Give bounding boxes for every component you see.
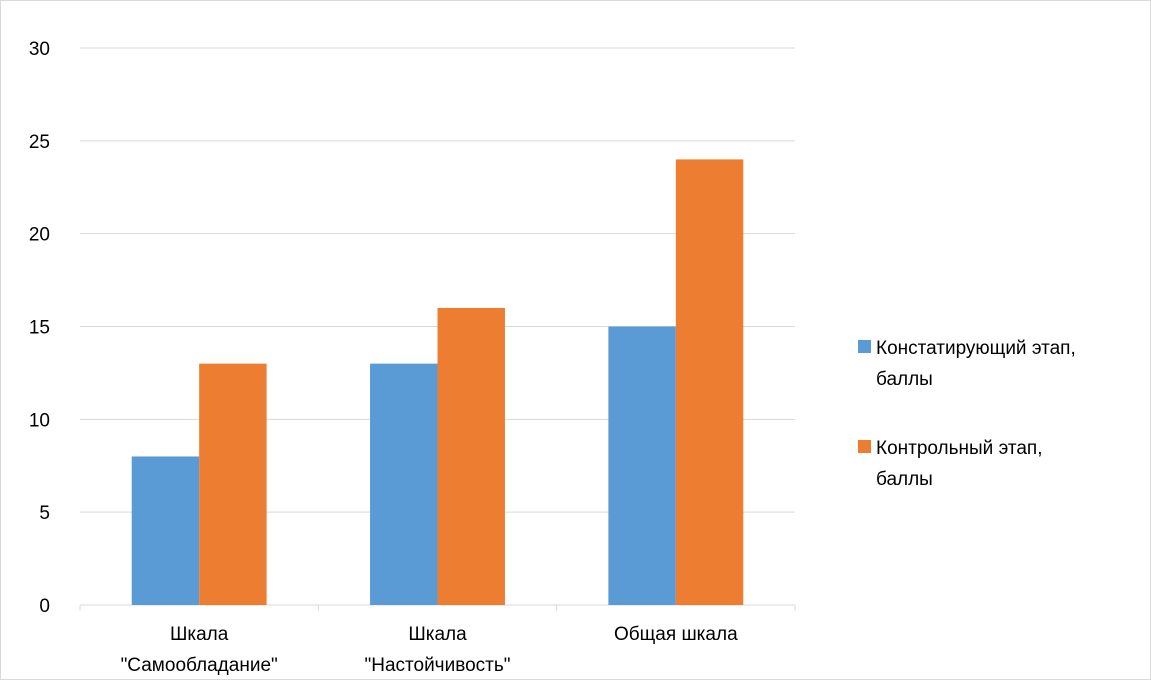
legend-label: Констатирующий этап,: [876, 338, 1076, 359]
legend-label: баллы: [876, 369, 933, 390]
bar-constating-0: [131, 456, 200, 605]
y-tick-label: 20: [29, 225, 50, 246]
legend-label: баллы: [876, 469, 933, 490]
y-tick-label: 5: [39, 503, 50, 524]
y-tick-label: 10: [29, 410, 50, 431]
x-category-label: Шкала: [408, 624, 467, 645]
bar-control-0: [199, 363, 267, 605]
bar-control-2: [675, 159, 744, 605]
y-tick-label: 0: [39, 596, 50, 617]
y-tick-label: 30: [29, 39, 50, 60]
y-tick-label: 25: [29, 132, 50, 153]
legend-label: Контрольный этап,: [876, 438, 1042, 459]
bar-control-1: [437, 307, 505, 605]
bar-constating-1: [370, 363, 438, 605]
y-tick-label: 15: [29, 318, 50, 339]
x-category-label: Общая шкала: [614, 624, 738, 645]
x-category-label: Шкала: [170, 624, 229, 645]
x-category-label: "Самообладание": [121, 655, 278, 676]
x-category-label: "Настойчивость": [364, 655, 510, 676]
bar-constating-2: [608, 326, 676, 605]
legend-swatch: [858, 440, 871, 453]
legend-swatch: [858, 340, 871, 353]
